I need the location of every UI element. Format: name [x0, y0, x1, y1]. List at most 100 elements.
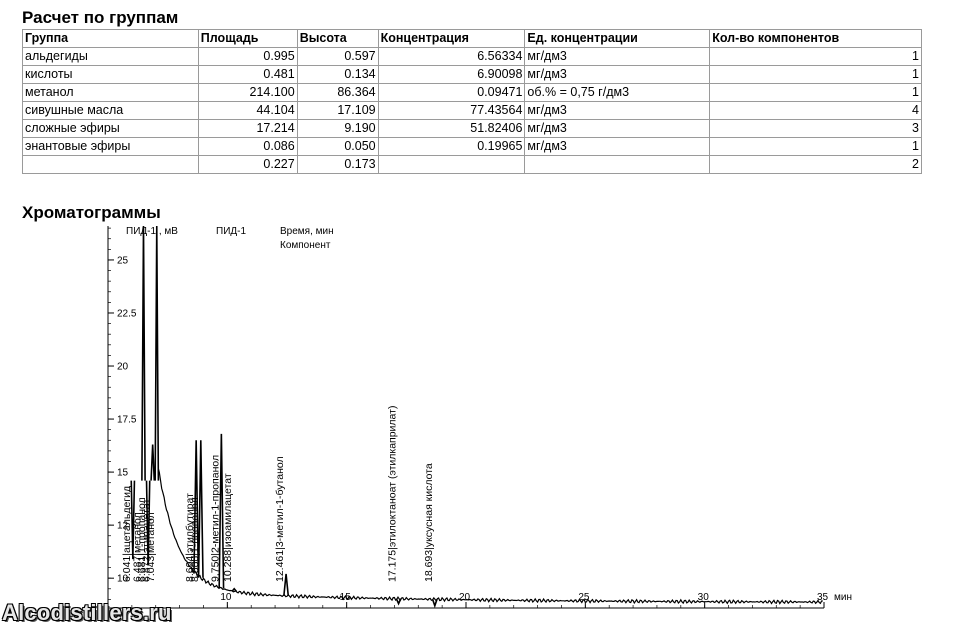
peak-label: 6.487|метанол	[131, 512, 143, 582]
table-cell: мг/дм3	[524, 137, 711, 156]
x-tick-label: 20	[459, 592, 471, 603]
groups-title: Расчет по группам	[22, 8, 179, 27]
y-tick-label: 22.5	[117, 308, 137, 319]
column-header: Ед. концентрации	[524, 29, 711, 48]
table-body: альдегиды 0.995 0.597 6.56334 мг/дм3 1 кислоты…	[22, 47, 922, 174]
table-cell: 0.995	[197, 47, 298, 66]
baseline-trace	[157, 467, 823, 605]
channel-label: ПИД-1	[216, 226, 246, 237]
peak	[431, 599, 438, 609]
watermark: Alcodistillers.ru	[2, 600, 172, 625]
peak	[283, 573, 290, 596]
x-unit-label: мин	[834, 592, 852, 603]
table-row: 0.227 0.173 2	[22, 155, 922, 174]
peak-label: 10.288|изоамилацетат	[222, 473, 234, 582]
table-cell: 214.100	[197, 83, 298, 102]
x-tick-label: 10	[220, 592, 232, 603]
table-cell: 17.109	[296, 101, 379, 120]
peak	[141, 225, 146, 481]
y-tick-label: 17.5	[117, 415, 137, 426]
table-cell: 86.364	[296, 83, 379, 102]
x-tick-label: 30	[698, 592, 710, 603]
peak-label: 12.461|3-метил-1-бутанол	[274, 456, 286, 582]
y-tick-label: 15	[117, 468, 129, 479]
table-cell: об.% = 0,75 г/дм3	[524, 83, 711, 102]
table-cell: 0.227	[197, 155, 298, 174]
peak-label: 6.041|ацетальдегид	[121, 486, 133, 582]
peak	[150, 444, 156, 481]
table-cell: 17.214	[197, 119, 298, 138]
table-cell: кислоты	[22, 65, 199, 84]
table-row: метанол 214.100 86.364 0.09471 об.% = 0,75 г…	[22, 83, 922, 102]
table-cell: 1	[709, 65, 922, 84]
table-cell: 77.43564	[377, 101, 526, 120]
table-row: энантовые эфиры 0.086 0.050 0.19965 мг/дм3 1	[22, 137, 922, 156]
peak	[130, 480, 136, 560]
table-cell: 0.050	[296, 137, 379, 156]
table-cell: энантовые эфиры	[22, 137, 199, 156]
table-cell: 0.173	[296, 155, 379, 174]
table-cell: 2	[709, 155, 922, 174]
peak-label: 6.681|1-пропанол	[136, 497, 148, 582]
table-cell: 0.19965	[377, 137, 526, 156]
peak	[218, 433, 225, 589]
peak	[395, 598, 402, 606]
table-cell: альдегиды	[22, 47, 199, 66]
column-header: Группа	[22, 29, 199, 48]
x-tick-label: 35	[817, 592, 829, 603]
table-cell: сивушные масла	[22, 101, 199, 120]
groups-table: Группа Площадь Высота Концентрация Ед. конце…	[22, 29, 922, 174]
peak-label: 7.043|метанол	[145, 512, 157, 582]
peak-label: 8.694|этилбутират	[184, 493, 196, 582]
table-cell: 3	[709, 119, 922, 138]
table-cell: 0.09471	[377, 83, 526, 102]
y-axis-label: ПИД-1 , мВ	[126, 226, 178, 237]
table-row: альдегиды 0.995 0.597 6.56334 мг/дм3 1	[22, 47, 922, 66]
table-cell	[22, 155, 199, 174]
chromatogram-title: Хроматограммы	[22, 203, 161, 222]
x-tick-label: 25	[578, 592, 590, 603]
table-cell: мг/дм3	[524, 47, 711, 66]
table-cell	[524, 155, 711, 174]
y-tick-label: 10	[117, 574, 129, 585]
column-header: Кол-во компонентов	[709, 29, 922, 48]
y-tick-label: 20	[117, 362, 129, 373]
table-cell: 9.190	[296, 119, 379, 138]
table-cell: метанол	[22, 83, 199, 102]
table-cell: 51.82406	[377, 119, 526, 138]
peak-label: 8.888|1-пропанол	[189, 497, 201, 582]
legend-line: Компонент	[280, 240, 331, 251]
column-header: Концентрация	[377, 29, 526, 48]
table-cell: 6.56334	[377, 47, 526, 66]
column-header: Площадь	[197, 29, 298, 48]
table-cell: сложные эфиры	[22, 119, 199, 138]
table-cell: мг/дм3	[524, 101, 711, 120]
peak	[145, 480, 151, 566]
table-cell: мг/дм3	[524, 119, 711, 138]
table-cell: 1	[709, 83, 922, 102]
column-header: Высота	[296, 29, 379, 48]
table-row: сложные эфиры 17.214 9.190 51.82406 мг/дм3 3	[22, 119, 922, 138]
table-cell	[377, 155, 526, 174]
peak-label: 18.693|уксусная кислота	[423, 463, 435, 582]
table-header-row: Группа Площадь Высота Концентрация Ед. конце…	[22, 29, 922, 48]
peak-label: 6.872|этилацетат	[141, 499, 153, 582]
peak-label: 17.175|этилоктаноат (этилкаприлат)	[387, 406, 399, 582]
peak-label: 9.750|2-метил-1-пропанол	[209, 455, 221, 582]
y-tick-label: 25	[117, 255, 129, 266]
table-cell: 1	[709, 47, 922, 66]
table-row: сивушные масла 44.104 17.109 77.43564 мг/дм3…	[22, 101, 922, 120]
peak	[197, 440, 204, 578]
table-cell: 0.086	[197, 137, 298, 156]
peak	[154, 225, 160, 481]
y-tick-label: 12.5	[117, 521, 137, 532]
table-cell: 0.134	[296, 65, 379, 84]
table-cell: 0.597	[296, 47, 379, 66]
table-cell: 6.90098	[377, 65, 526, 84]
table-cell: мг/дм3	[524, 65, 711, 84]
peak	[193, 440, 200, 574]
table-cell: 4	[709, 101, 922, 120]
x-tick-label: 15	[340, 592, 352, 603]
peak	[231, 587, 238, 592]
table-row: кислоты 0.481 0.134 6.90098 мг/дм3 1	[22, 65, 922, 84]
